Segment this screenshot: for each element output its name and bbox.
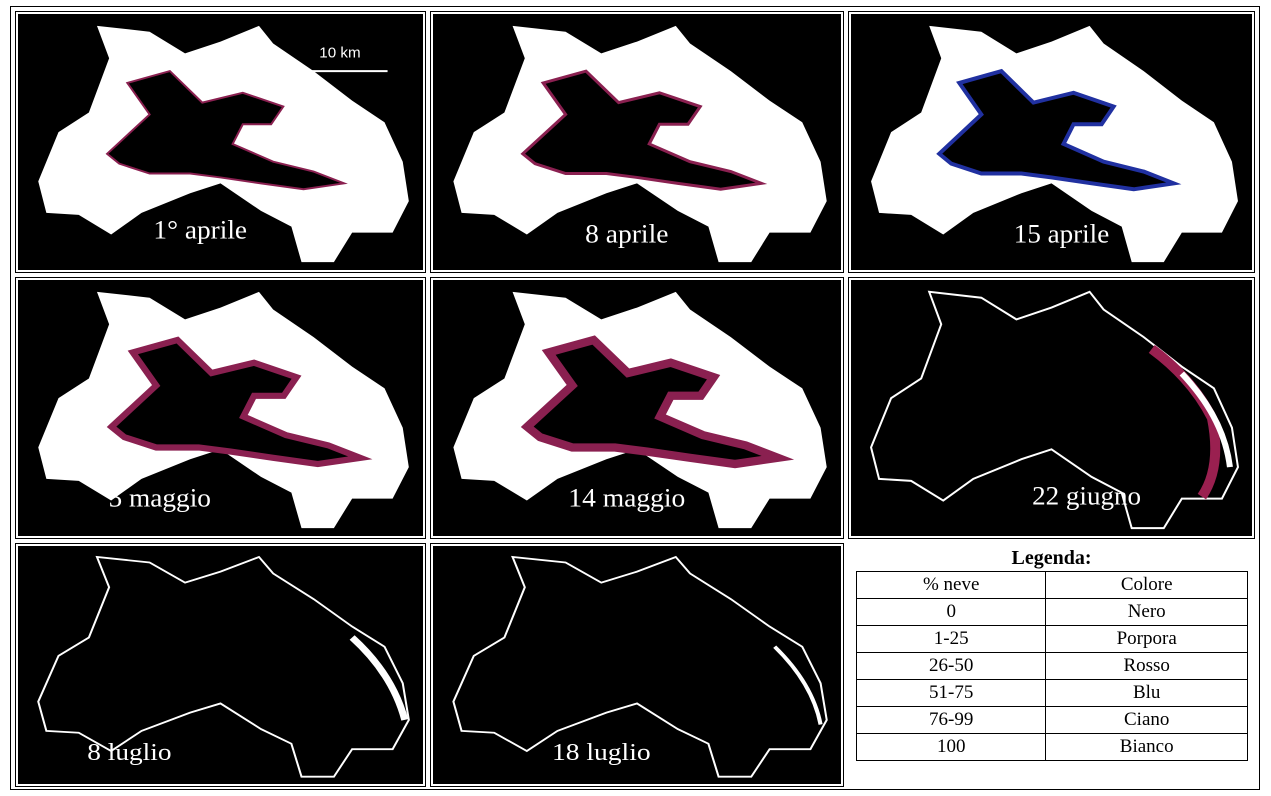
panel: 22 giugno [848, 277, 1255, 539]
map: 15 aprile [851, 14, 1252, 270]
legend-cell: 100 [857, 734, 1046, 761]
legend-cell: Blu [1046, 680, 1248, 707]
panel: 8 luglio [15, 543, 426, 787]
panel: 18 luglio [430, 543, 844, 787]
date-label: 8 luglio [87, 738, 171, 766]
legend-cell: 76-99 [857, 707, 1046, 734]
legend-cell: Bianco [1046, 734, 1248, 761]
map: 8 luglio [18, 546, 423, 784]
legend-cell: 1-25 [857, 626, 1046, 653]
date-label: 1° aprile [153, 215, 247, 245]
date-label: 8 aprile [585, 219, 668, 248]
map: 14 maggio [433, 280, 841, 536]
header-cell: % neve [857, 572, 1046, 599]
scale-bar-label: 10 km [319, 45, 360, 62]
legend-cell: 51-75 [857, 680, 1046, 707]
map: 10 km 1° aprile [18, 14, 423, 270]
legend-cell: Ciano [1046, 707, 1248, 734]
legend-title: Legenda: [848, 547, 1255, 571]
date-label: 22 giugno [1032, 481, 1141, 511]
date-label: 5 maggio [109, 483, 211, 513]
legend-cell: 26-50 [857, 653, 1046, 680]
panel: 10 km 1° aprile [15, 11, 426, 273]
map: 5 maggio [18, 280, 423, 536]
header-cell: Colore [1046, 572, 1248, 599]
figure: 10 km 1° aprile 8 aprile 15 aprile 5 mag… [10, 6, 1260, 790]
map: 8 aprile [433, 14, 841, 270]
map: 18 luglio [433, 546, 841, 784]
legend-cell: Porpora [1046, 626, 1248, 653]
date-label: 18 luglio [552, 738, 651, 765]
map: 22 giugno [851, 280, 1252, 536]
panel: 14 maggio [430, 277, 844, 539]
legend-cell: Rosso [1046, 653, 1248, 680]
legend-cell: Nero [1046, 599, 1248, 626]
panel: 5 maggio [15, 277, 426, 539]
panel: 15 aprile [848, 11, 1255, 273]
legend-cell: 0 [857, 599, 1046, 626]
legend-header: % neve Colore [857, 572, 1248, 599]
date-label: 14 maggio [568, 483, 685, 512]
date-label: 15 aprile [1014, 219, 1109, 249]
panel: 8 aprile [430, 11, 844, 273]
